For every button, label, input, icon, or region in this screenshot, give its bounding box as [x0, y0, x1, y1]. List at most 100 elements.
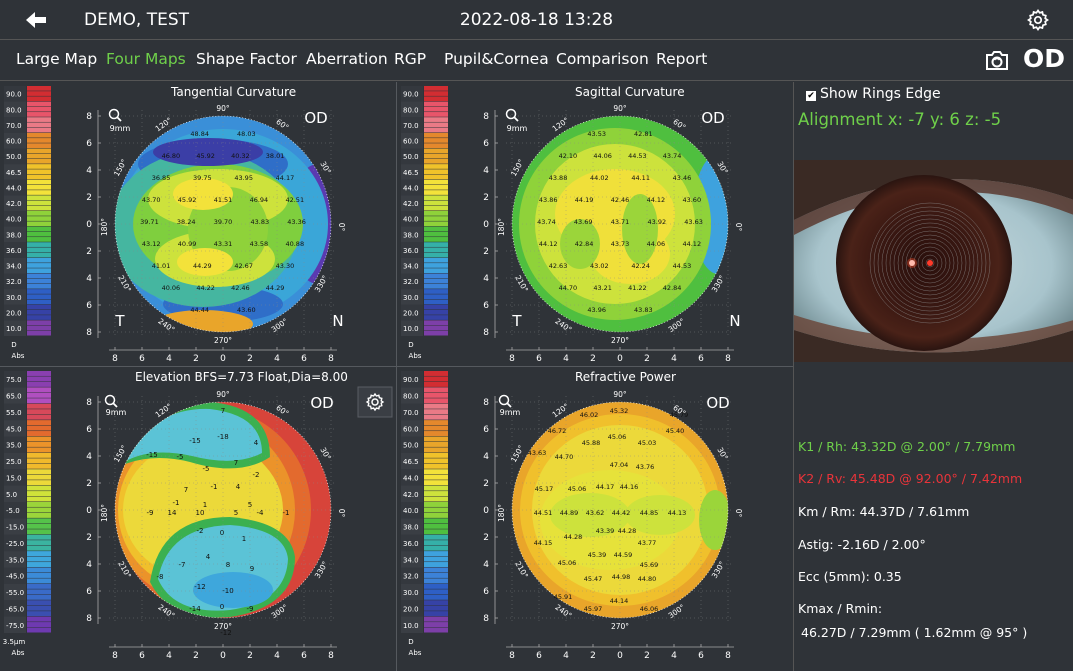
map-value-label: 42.84	[575, 240, 594, 248]
y-tick-label: 8	[483, 112, 489, 122]
header-bar: DEMO, TEST 2022-08-18 13:28	[0, 0, 1073, 40]
map-value-label: -1	[283, 509, 290, 517]
map-value-label: -15	[189, 437, 200, 445]
camera-icon[interactable]	[984, 48, 1010, 72]
scale-swatch	[27, 518, 51, 524]
scale-swatch	[27, 578, 51, 584]
tab-four-maps[interactable]: Four Maps	[106, 50, 186, 68]
sagittal-map[interactable]: 90.0 80.0 70.0 60.0 50.0 46.5 44.0 42.0 40.0 38.0…	[397, 82, 793, 366]
scale-swatch	[27, 283, 51, 289]
back-arrow-icon[interactable]	[24, 10, 50, 30]
scale-swatch	[424, 371, 448, 376]
scale-swatch	[27, 148, 51, 154]
scale-cell	[401, 616, 423, 633]
scale-swatch	[424, 622, 448, 628]
map-title: Elevation BFS=7.73 Float,Dia=8.00	[135, 370, 348, 384]
gear-icon[interactable]	[1026, 8, 1050, 32]
zoom-magnifier-icon[interactable]	[104, 394, 118, 408]
scale-label: 10.0	[6, 325, 22, 333]
y-tick-label: 0	[483, 220, 489, 230]
y-tick-label: 2	[86, 479, 92, 489]
tab-aberration[interactable]: Aberration	[306, 50, 388, 68]
tab-comparison[interactable]: Comparison	[556, 50, 649, 68]
scale-swatch	[27, 309, 51, 315]
scale-swatch	[424, 403, 448, 409]
scale-swatch	[27, 211, 51, 216]
scale-swatch	[424, 315, 448, 320]
angle-label: 0°	[734, 509, 743, 518]
map-value-label: -12	[220, 629, 231, 637]
scale-swatch	[27, 330, 51, 336]
zoom-magnifier-icon[interactable]	[505, 108, 519, 122]
temporal-label: T	[114, 312, 125, 330]
map-boundary	[511, 401, 729, 619]
map-overlay: 9mm OD T N	[505, 108, 741, 330]
map-value-label: 44.51	[534, 509, 553, 517]
map-value-label: 45.97	[584, 605, 603, 613]
scale-swatch	[424, 143, 448, 148]
elevation-settings-button[interactable]	[357, 386, 393, 418]
scale-swatch	[27, 268, 51, 273]
angle-label: 180°	[100, 504, 109, 522]
scale-swatch	[27, 304, 51, 310]
scale-cell	[4, 289, 26, 305]
checkbox-checked-icon[interactable]: ✔	[806, 91, 816, 101]
x-tick-label: 4	[166, 354, 172, 364]
scale-label: 40.0	[403, 216, 419, 224]
gear-icon[interactable]	[365, 392, 385, 412]
map-value-label: 42.63	[549, 262, 568, 270]
scale-swatch	[424, 263, 448, 268]
refractive-map[interactable]: 90.0 80.0 70.0 60.0 50.0 46.5 44.0 42.0 40.0 38.0…	[397, 367, 793, 671]
scale-swatch	[424, 325, 448, 331]
tab-report[interactable]: Report	[656, 50, 708, 68]
map-value-label: 43.63	[528, 449, 547, 457]
scale-swatch	[424, 398, 448, 404]
map-value-label: 46.02	[580, 411, 599, 419]
tab-large-map[interactable]: Large Map	[16, 50, 98, 68]
scale-swatch	[27, 299, 51, 305]
zoom-magnifier-icon[interactable]	[108, 108, 122, 122]
scale-swatch	[424, 211, 448, 216]
scale-label: 42.0	[6, 200, 22, 208]
scale-swatch	[27, 507, 51, 513]
show-rings-edge-checkbox[interactable]: ✔ Show Rings Edge	[806, 86, 941, 102]
tab-shape-factor[interactable]: Shape Factor	[196, 50, 297, 68]
map-value-label: 43.12	[142, 240, 161, 248]
scale-swatch	[27, 158, 51, 164]
scale-cell	[4, 567, 26, 584]
scale-label: 32.0	[403, 573, 419, 581]
scale-mode-label: Abs	[12, 352, 25, 360]
elevation-map[interactable]: 75.0 65.0 55.0 45.0 35.0 25.0 15.0 5.0 -5.0 -15.0…	[0, 367, 396, 671]
scale-swatch	[424, 179, 448, 185]
map-value-label: 40.06	[162, 284, 181, 292]
scale-swatch	[424, 452, 448, 458]
zoom-magnifier-icon[interactable]	[498, 394, 512, 408]
scale-cell	[4, 420, 26, 437]
map-value-label: 44.13	[668, 509, 687, 517]
tab-rgp[interactable]: RGP	[394, 50, 427, 68]
scale-swatch	[27, 96, 51, 102]
y-tick-label: 4	[86, 166, 92, 176]
y-tick-label: 0	[86, 220, 92, 230]
scale-swatch	[424, 169, 448, 175]
map-value-label: 42.10	[559, 152, 578, 160]
scale-label: 40.0	[403, 507, 419, 515]
map-value-label: 43.30	[276, 262, 295, 270]
scale-cell	[4, 86, 26, 102]
scale-unit-label: D	[11, 341, 16, 349]
x-tick-label: 2	[193, 651, 199, 661]
map-value-label: -18	[217, 433, 228, 441]
map-value-label: 36.85	[152, 174, 171, 182]
scale-swatch	[27, 278, 51, 284]
scale-cell	[4, 179, 26, 196]
scale-swatch	[27, 371, 51, 376]
x-tick-label: 0	[617, 651, 623, 661]
map-value-label: 42.46	[611, 196, 630, 204]
tab-pupil-cornea[interactable]: Pupil&Cornea	[444, 50, 549, 68]
tangential-map[interactable]: 90.0 80.0 70.0 60.0 50.0 46.5 44.0 42.0 40.0 38.0…	[0, 82, 396, 366]
scale-swatch	[27, 237, 51, 242]
map-value-label: 44.02	[590, 174, 609, 182]
y-tick-label: 4	[483, 274, 489, 284]
scale-label: 30.0	[6, 294, 22, 302]
map-value-label: 45.69	[640, 561, 659, 569]
